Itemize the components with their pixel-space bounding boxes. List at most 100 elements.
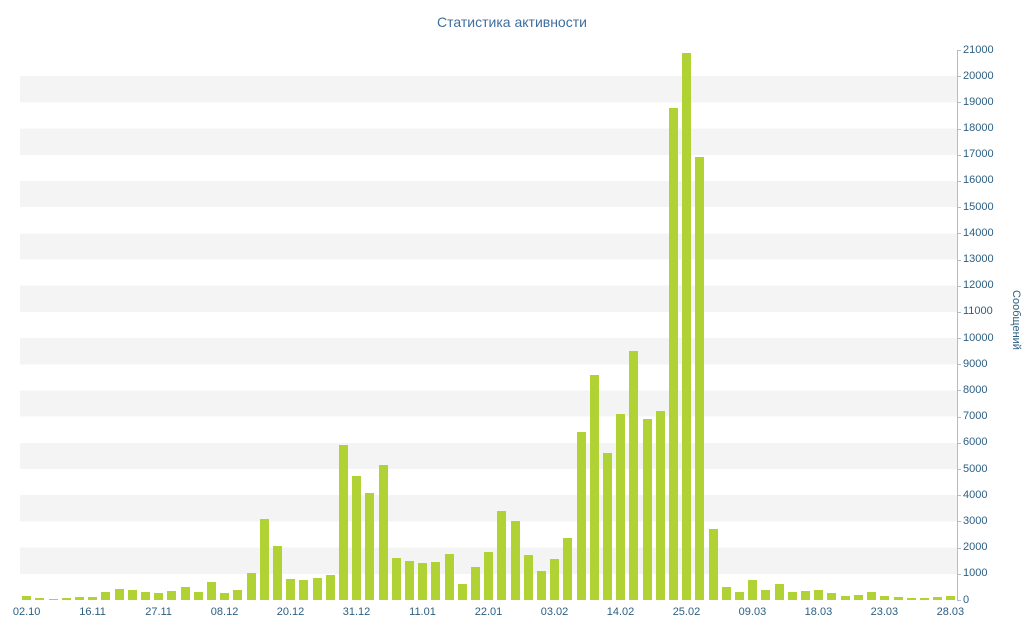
bar (669, 107, 679, 600)
bar (312, 577, 322, 600)
y-tick-mark (957, 259, 961, 261)
bar-slot (931, 50, 944, 600)
bar (74, 597, 84, 600)
bar-slot (350, 50, 363, 600)
bar (603, 453, 613, 600)
bar (299, 580, 309, 600)
bar (61, 598, 71, 600)
bar (655, 411, 665, 600)
bar (325, 575, 335, 600)
bar-slot (733, 50, 746, 600)
chart-title: Статистика активности (437, 14, 587, 30)
bar-slot (812, 50, 825, 600)
bar (814, 589, 824, 600)
bar (946, 596, 956, 600)
x-tick-label: 27.11 (145, 606, 172, 618)
bar-slot (654, 50, 667, 600)
bar-slot (773, 50, 786, 600)
bar-slot (337, 50, 350, 600)
bar (48, 598, 58, 600)
bar (154, 593, 164, 600)
bar (127, 590, 137, 600)
bar-slot (112, 50, 125, 600)
bar (35, 597, 45, 600)
bar (193, 592, 203, 600)
bar-slot (918, 50, 931, 600)
y-tick-label: 14000 (963, 226, 994, 239)
bar-slot (152, 50, 165, 600)
bar (774, 584, 784, 600)
y-tick-mark (957, 573, 961, 575)
y-tick-mark (957, 128, 961, 130)
bar-slot (126, 50, 139, 600)
bar (761, 589, 771, 600)
bar (471, 567, 480, 600)
x-tick-label: 31.12 (342, 606, 371, 618)
y-tick-mark (957, 442, 961, 444)
bar-slot (192, 50, 205, 600)
bar (338, 445, 348, 600)
bar (444, 554, 454, 600)
bar-slot (575, 50, 588, 600)
y-tick-label: 3000 (963, 514, 988, 527)
bar-slot (482, 50, 495, 600)
bar-slot (786, 50, 799, 600)
bar (695, 157, 705, 600)
y-tick-label: 6000 (963, 436, 988, 449)
y-tick-label: 0 (963, 593, 970, 606)
bar-slot (178, 50, 191, 600)
bar-slot (641, 50, 654, 600)
bar-slot (99, 50, 112, 600)
bar (906, 597, 916, 600)
y-tick-mark (957, 338, 961, 340)
bar (484, 551, 494, 600)
bar (880, 596, 890, 600)
bar-slot (614, 50, 627, 600)
bar-slot (258, 50, 271, 600)
x-tick-label: 22.01 (474, 606, 503, 618)
y-tick-label: 16000 (963, 174, 994, 187)
bar (167, 590, 177, 600)
bar (550, 559, 560, 600)
x-tick-label: 03.02 (540, 606, 569, 618)
y-tick-mark (957, 521, 961, 523)
x-tick-label: 09.03 (738, 606, 767, 618)
bar (220, 592, 230, 600)
bar (827, 593, 837, 600)
y-tick-label: 5000 (963, 462, 988, 475)
bar-slot (73, 50, 86, 600)
bar-slot (601, 50, 614, 600)
bar-slot (297, 50, 310, 600)
y-tick-label: 9000 (963, 357, 988, 370)
x-tick-label: 18.03 (804, 606, 833, 618)
bar-slot (271, 50, 284, 600)
bar-slot (839, 50, 852, 600)
bar (404, 560, 414, 600)
y-tick-label: 17000 (963, 148, 994, 161)
bar-slot (310, 50, 323, 600)
bar (510, 521, 520, 600)
bar-slot (865, 50, 878, 600)
y-tick-label: 1000 (963, 567, 988, 580)
bar (893, 597, 903, 600)
bar-slot (244, 50, 257, 600)
bar (682, 52, 692, 600)
bar-slot (429, 50, 442, 600)
bar (853, 594, 863, 600)
bar (840, 596, 850, 600)
y-tick-label: 21000 (963, 43, 994, 56)
bar-slot (852, 50, 865, 600)
bar (919, 598, 929, 600)
bar-slot (495, 50, 508, 600)
y-tick-mark (957, 233, 961, 235)
bar-slot (522, 50, 535, 600)
bar (576, 432, 586, 600)
bar-slot (443, 50, 456, 600)
x-tick-label: 28.03 (936, 606, 965, 618)
y-tick-mark (957, 364, 961, 366)
bar-slot (627, 50, 640, 600)
bar-slot (20, 50, 33, 600)
bar-slot (390, 50, 403, 600)
bar (801, 590, 811, 600)
